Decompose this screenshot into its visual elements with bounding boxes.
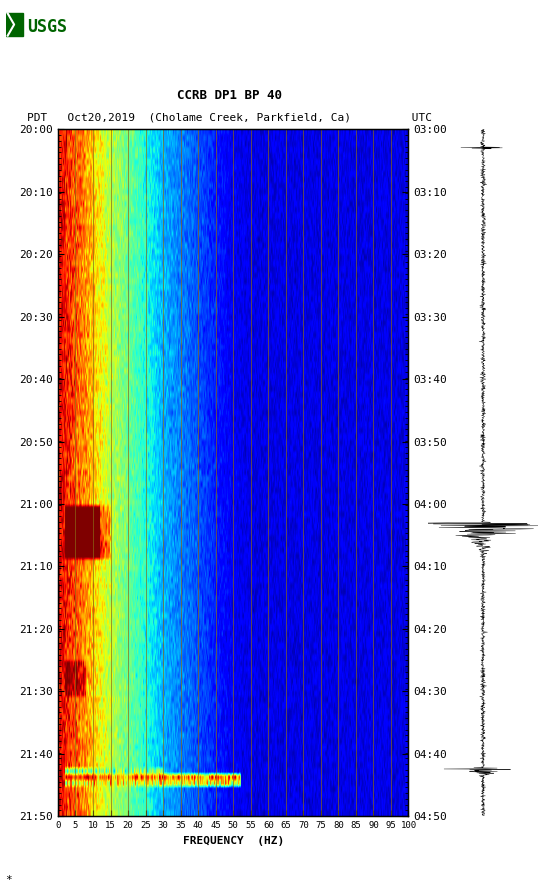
Bar xyxy=(6,13,23,36)
Text: PDT   Oct20,2019  (Cholame Creek, Parkfield, Ca)         UTC: PDT Oct20,2019 (Cholame Creek, Parkfield… xyxy=(26,112,432,123)
X-axis label: FREQUENCY  (HZ): FREQUENCY (HZ) xyxy=(183,836,284,846)
Text: *: * xyxy=(6,875,12,885)
Text: USGS: USGS xyxy=(27,18,67,36)
Text: CCRB DP1 BP 40: CCRB DP1 BP 40 xyxy=(177,89,282,102)
